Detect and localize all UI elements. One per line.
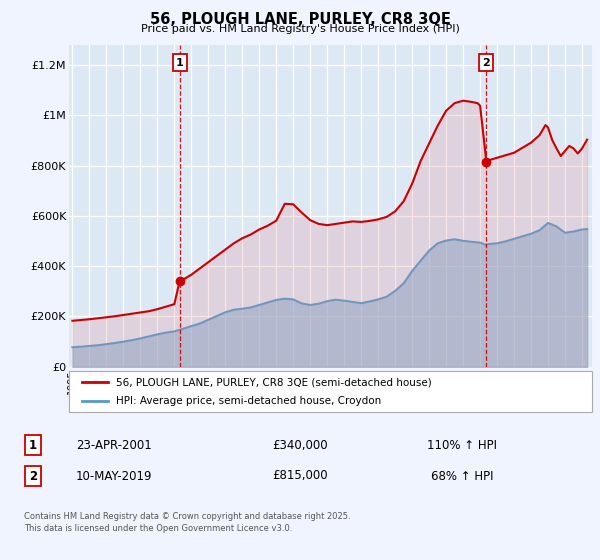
Text: 56, PLOUGH LANE, PURLEY, CR8 3QE: 56, PLOUGH LANE, PURLEY, CR8 3QE bbox=[149, 12, 451, 27]
Text: 10-MAY-2019: 10-MAY-2019 bbox=[76, 469, 152, 483]
Text: 56, PLOUGH LANE, PURLEY, CR8 3QE (semi-detached house): 56, PLOUGH LANE, PURLEY, CR8 3QE (semi-d… bbox=[116, 377, 432, 387]
Text: 110% ↑ HPI: 110% ↑ HPI bbox=[427, 438, 497, 452]
Text: 68% ↑ HPI: 68% ↑ HPI bbox=[431, 469, 493, 483]
Text: 1: 1 bbox=[176, 58, 184, 68]
Text: 2: 2 bbox=[29, 469, 37, 483]
Text: £340,000: £340,000 bbox=[272, 438, 328, 452]
FancyBboxPatch shape bbox=[69, 371, 592, 412]
Text: Price paid vs. HM Land Registry's House Price Index (HPI): Price paid vs. HM Land Registry's House … bbox=[140, 24, 460, 34]
Text: 2: 2 bbox=[482, 58, 490, 68]
Text: HPI: Average price, semi-detached house, Croydon: HPI: Average price, semi-detached house,… bbox=[116, 396, 382, 405]
Text: 1: 1 bbox=[29, 438, 37, 452]
Text: 23-APR-2001: 23-APR-2001 bbox=[76, 438, 152, 452]
Text: £815,000: £815,000 bbox=[272, 469, 328, 483]
Text: Contains HM Land Registry data © Crown copyright and database right 2025.
This d: Contains HM Land Registry data © Crown c… bbox=[24, 512, 350, 533]
